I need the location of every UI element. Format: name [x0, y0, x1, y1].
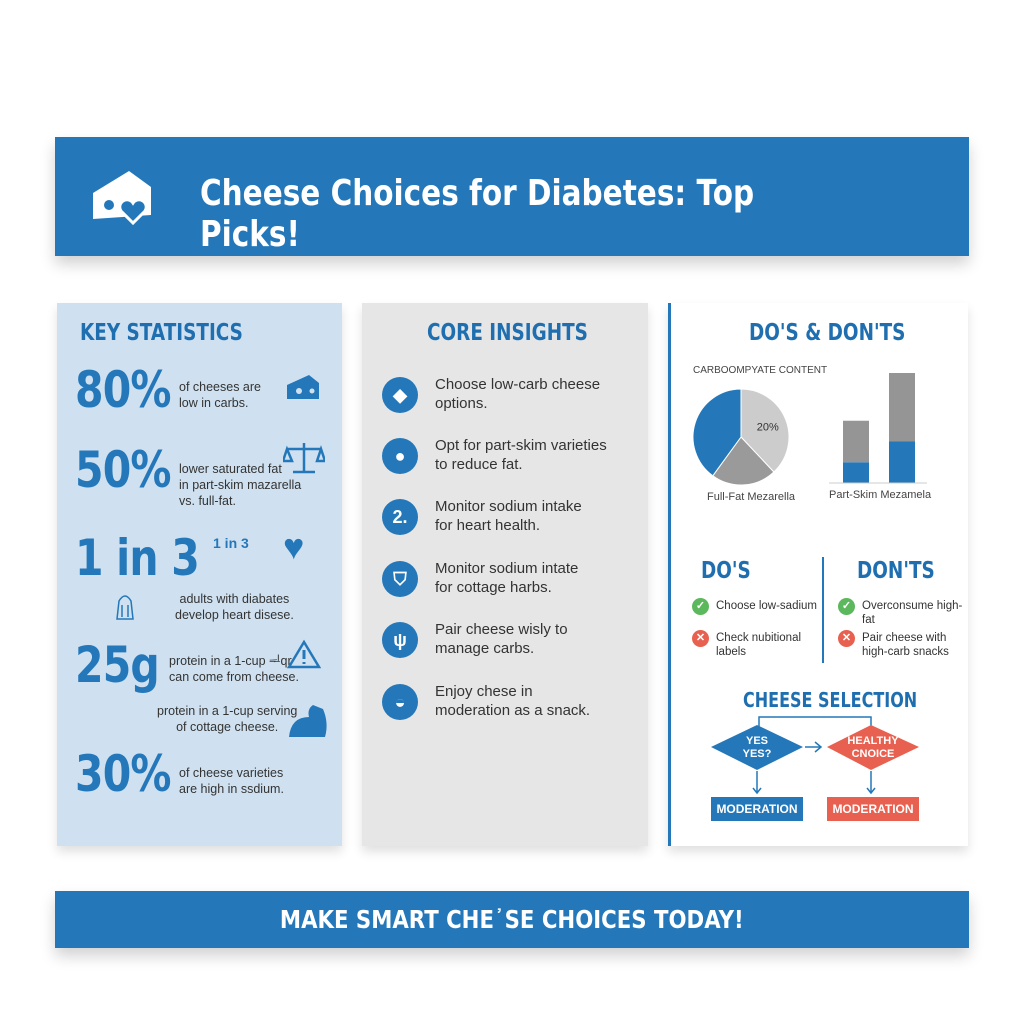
stat-value: 25g — [75, 636, 160, 694]
bar-chart — [829, 373, 927, 484]
moderation-box: MODERATION — [827, 797, 919, 821]
diamond-label: HEALTHY CNOICE — [847, 735, 899, 760]
bowl-icon: ◒ — [382, 684, 418, 720]
cross-icon: ✕ — [692, 630, 709, 647]
bar-segment — [843, 462, 869, 483]
pie-slice — [692, 388, 742, 477]
stat-value: 80% — [75, 361, 172, 419]
drop-icon: ● — [382, 438, 418, 474]
stat-value: 50% — [75, 441, 172, 499]
section-heading: DO'S & DON'TS — [749, 320, 906, 346]
pie-slice — [740, 388, 790, 473]
pie-slice-label: 20% — [757, 421, 779, 433]
footer-banner: MAKE SMART CHE᾿SE CHOICES TODAY! — [55, 891, 969, 948]
call-to-action: MAKE SMART CHE᾿SE CHOICES TODAY! — [280, 905, 744, 934]
decision-diamond — [827, 725, 919, 770]
pie-slice — [712, 436, 775, 486]
insight-item: ◆ Choose low-carb cheese options. — [382, 375, 642, 425]
stat-text: protein in a 1-cup ᆗqr can come from che… — [169, 654, 299, 684]
insight-item: ⛉ Monitor sodium intate for cottage harbs… — [382, 559, 642, 609]
insight-text: Monitor sodium intate for cottage harbs. — [435, 560, 579, 596]
check-icon: ✓ — [692, 598, 709, 615]
cheese-icon: ◆ — [382, 377, 418, 413]
dont-item: ✓ Overconsume high-fat — [838, 598, 968, 627]
divider — [822, 557, 824, 663]
pie-label: Full-Fat Mezarella — [707, 491, 796, 503]
donts-heading: DON'TS — [857, 558, 935, 584]
pie-chart: 20% — [692, 388, 790, 486]
dos-donts-panel: DO'S & DON'TS CARBOOMPYATE CONTENT 20% F… — [668, 303, 968, 846]
section-heading: CORE INSIGHTS — [427, 320, 588, 346]
core-insights-panel: CORE INSIGHTS ◆ Choose low-carb cheese op… — [362, 303, 648, 846]
stat-text: of cheese varieties are high in ssdium. — [179, 766, 284, 796]
bar-segment — [889, 373, 915, 442]
stat-value: 30% — [75, 745, 172, 803]
flowchart-lines — [711, 716, 919, 795]
insight-text: Choose low-carb cheese options. — [435, 376, 601, 412]
insight-text: Enjoy chese in moderation as a snack. — [435, 683, 591, 719]
diamond-label: YES YES? — [742, 735, 772, 760]
check-icon: ✓ — [838, 598, 855, 615]
stat-text: protein in a 1-cup serving of cottage ch… — [157, 704, 298, 734]
page-title: Cheese Choices for Diabetes: Top Picks! — [200, 173, 755, 255]
muscle-icon — [289, 705, 327, 737]
dos-heading: DO'S — [701, 558, 751, 584]
insight-text: Opt for part-skim varieties to reduce fa… — [435, 437, 607, 473]
number-2-icon: 2. — [382, 499, 418, 535]
stat-text: of cheeses are low in carbs. — [179, 380, 261, 410]
fork-knife-icon: ψ — [382, 622, 418, 658]
shield-icon: ⛉ — [382, 561, 418, 597]
decision-diamond — [711, 725, 803, 770]
moderation-box: MODERATION — [711, 797, 803, 821]
stat-text: adults with diabates develop heart dises… — [175, 592, 294, 622]
bar-segment — [889, 441, 915, 483]
chart-title: CARBOOMPYATE CONTENT — [693, 365, 828, 376]
header-banner: Cheese Choices for Diabetes: Top Picks! — [55, 137, 969, 256]
bar-label: Part-Skim Mezamela — [829, 489, 932, 501]
insight-item: ψ Pair cheese wisly to manage carbs. — [382, 620, 642, 670]
insight-item: ◒ Enjoy chese in moderation as a snack. — [382, 682, 642, 732]
insight-item: 2. Monitor sodium intake for heart health… — [382, 497, 642, 547]
section-heading: KEY STATISTICS — [80, 320, 243, 346]
flow-heading: CHEESE SELECTION — [743, 688, 918, 712]
stat-text: lower saturated fat in part-skim mazarel… — [179, 462, 302, 508]
salt-shaker-icon — [116, 595, 134, 620]
stat-sub: 1 in 3 — [213, 535, 249, 551]
insight-text: Pair cheese wisly to manage carbs. — [435, 621, 568, 657]
warning-icon — [287, 639, 321, 669]
bar-segment — [843, 420, 869, 463]
do-item: ✕ Check nubitional labels — [692, 630, 801, 659]
insight-item: ● Opt for part-skim varieties to reduce f… — [382, 436, 642, 486]
scale-icon — [283, 443, 325, 474]
cross-icon: ✕ — [838, 630, 855, 647]
key-statistics-panel: KEY STATISTICS 80% of cheeses are low in… — [57, 303, 342, 846]
stat-value: 1 in 3 — [75, 529, 200, 587]
cheese-icon — [287, 375, 319, 399]
cheese-heart-icon — [93, 171, 151, 226]
do-item: ✓ Choose low-sadium — [692, 598, 817, 615]
dont-item: ✕ Pair cheese with high-carb snacks — [838, 630, 949, 659]
insight-text: Monitor sodium intake for heart health. — [435, 498, 582, 534]
heart-icon: ♥ — [283, 526, 305, 567]
